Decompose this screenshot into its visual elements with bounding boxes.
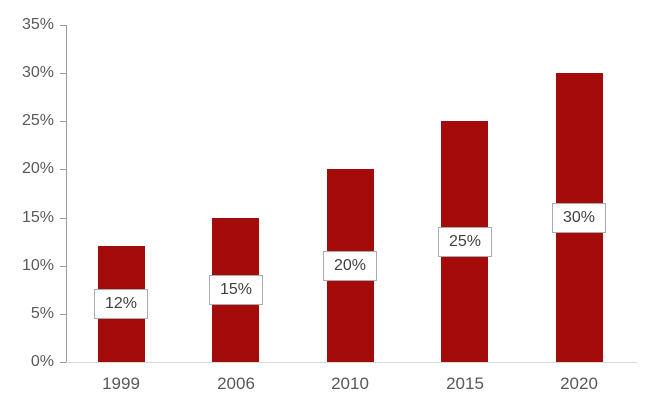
y-axis-tick-label: 15% <box>21 209 54 226</box>
x-axis-category-label: 2006 <box>217 374 255 393</box>
y-axis-tick <box>60 73 66 74</box>
x-axis-category-label: 1999 <box>102 374 140 393</box>
y-axis-tick-label: 25% <box>21 112 54 129</box>
y-axis-tick <box>60 266 66 267</box>
bar-label-box: 25% <box>438 227 492 257</box>
y-axis-tick <box>60 169 66 170</box>
x-axis-line <box>66 362 637 363</box>
y-axis-tick <box>60 314 66 315</box>
y-axis-tick <box>60 25 66 26</box>
y-axis-tick-label: 20% <box>21 160 54 177</box>
y-axis-tick-label: 10% <box>21 257 54 274</box>
y-axis-line <box>66 25 67 362</box>
y-axis-tick <box>60 362 66 363</box>
bar-label-box: 12% <box>94 289 148 319</box>
bar-label-box: 20% <box>323 251 377 281</box>
y-axis-tick-label: 0% <box>30 353 54 370</box>
bar-label-box: 30% <box>552 203 606 233</box>
y-axis-tick <box>60 218 66 219</box>
y-axis-tick-label: 5% <box>30 305 54 322</box>
bar-label-box: 15% <box>209 275 263 305</box>
y-axis-tick-label: 35% <box>21 16 54 33</box>
x-axis-category-label: 2015 <box>446 374 484 393</box>
x-axis-category-label: 2010 <box>331 374 369 393</box>
y-axis-tick <box>60 121 66 122</box>
y-axis-tick-label: 30% <box>21 64 54 81</box>
x-axis-category-label: 2020 <box>560 374 598 393</box>
